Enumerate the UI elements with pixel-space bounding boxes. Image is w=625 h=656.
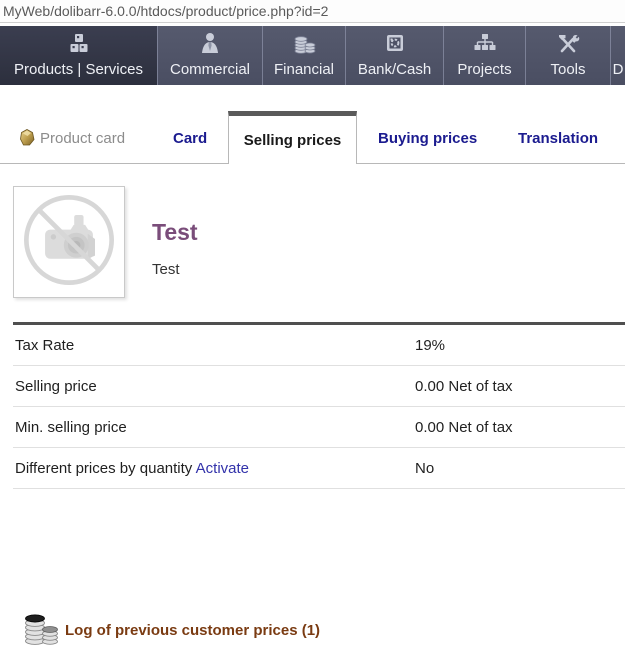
row-value: 0.00 Net of tax <box>415 418 513 436</box>
product-cube-icon <box>20 129 35 151</box>
tab-selling-prices[interactable]: Selling prices <box>228 111 357 164</box>
nav-item-truncated[interactable]: D <box>610 26 625 85</box>
coin-stacks-icon <box>24 608 58 651</box>
main-menu: Products | Services Commercial <box>0 26 625 85</box>
table-row-tax-rate: Tax Rate 19% <box>13 325 625 366</box>
table-row-min-selling-price: Min. selling price 0.00 Net of tax <box>13 407 625 448</box>
bank-safe-icon <box>382 31 408 59</box>
product-subtitle: Test <box>152 261 180 278</box>
nav-label: Tools <box>550 61 586 78</box>
nav-item-tools[interactable]: Tools <box>525 26 610 85</box>
price-details-table: Tax Rate 19% Selling price 0.00 Net of t… <box>13 322 625 489</box>
row-label: Different prices by quantity Activate <box>13 460 415 477</box>
product-title: Test <box>152 219 198 245</box>
row-label-text: Different prices by quantity <box>15 459 193 477</box>
browser-url-bar[interactable]: MyWeb/dolibarr-6.0.0/htdocs/product/pric… <box>0 0 625 23</box>
nav-label: Bank/Cash <box>357 61 432 78</box>
financial-coins-icon <box>291 31 317 59</box>
log-section-heading: Log of previous customer prices (1) <box>65 622 321 639</box>
product-photo-placeholder <box>13 186 125 298</box>
row-value: 19% <box>415 336 446 354</box>
commercial-person-icon <box>197 31 223 59</box>
row-value: 0.00 Net of tax <box>415 377 513 395</box>
row-label: Min. selling price <box>15 418 127 436</box>
tab-card[interactable]: Card <box>173 130 208 147</box>
nav-label: Financial <box>273 61 335 78</box>
tab-translation[interactable]: Translation <box>518 130 599 147</box>
no-photo-camera-icon <box>17 188 121 297</box>
nav-item-projects[interactable]: Projects <box>443 26 525 85</box>
nav-item-products-services[interactable]: Products | Services <box>0 26 157 85</box>
page-url: MyWeb/dolibarr-6.0.0/htdocs/product/pric… <box>3 3 329 19</box>
context-label-product-card: Product card <box>40 130 126 147</box>
nav-label: Products | Services <box>14 61 143 78</box>
tools-icon <box>555 31 581 59</box>
row-label: Selling price <box>15 377 97 395</box>
nav-item-financial[interactable]: Financial <box>262 26 345 85</box>
products-icon <box>66 31 92 59</box>
nav-label: Projects <box>457 61 512 78</box>
nav-label: D <box>612 61 624 78</box>
nav-label: Commercial <box>169 61 250 78</box>
table-row-prices-by-quantity: Different prices by quantity Activate No <box>13 448 625 489</box>
tab-buying-prices[interactable]: Buying prices <box>378 130 478 147</box>
row-label: Tax Rate <box>15 336 75 354</box>
activate-link[interactable]: Activate <box>195 459 250 477</box>
projects-orgchart-icon <box>472 31 498 59</box>
nav-item-bank-cash[interactable]: Bank/Cash <box>345 26 443 85</box>
table-row-selling-price: Selling price 0.00 Net of tax <box>13 366 625 407</box>
tab-selling-prices-label: Selling prices <box>243 131 342 149</box>
row-value: No <box>415 459 435 477</box>
nav-item-commercial[interactable]: Commercial <box>157 26 262 85</box>
